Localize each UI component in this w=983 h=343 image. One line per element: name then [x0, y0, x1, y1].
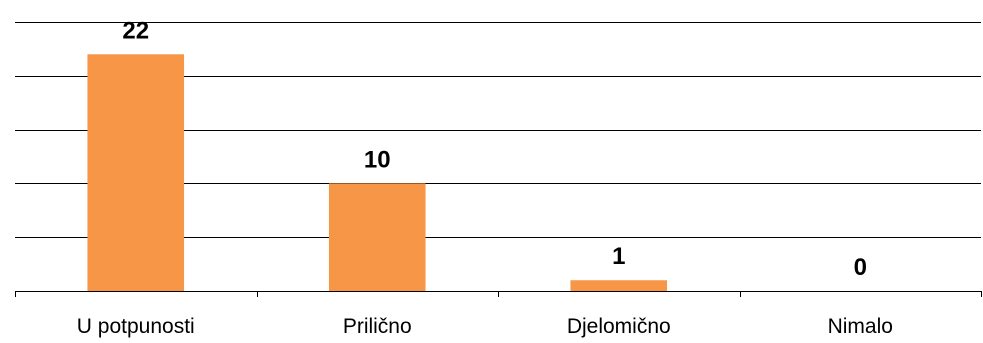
x-axis [15, 291, 982, 297]
data-label: 1 [612, 243, 625, 270]
data-label: 10 [364, 146, 391, 173]
bar-djelomično [570, 280, 668, 291]
data-label: 22 [122, 17, 149, 44]
category-labels: U potpunosti Prilično Djelomično Nimalo [77, 315, 893, 338]
category-label: Djelomično [567, 315, 671, 338]
data-label: 0 [854, 254, 867, 281]
bars [87, 54, 668, 291]
category-label: Prilično [343, 315, 412, 338]
category-label: U potpunosti [77, 315, 195, 338]
category-label: Nimalo [828, 315, 893, 338]
bar-u-potpunosti [87, 54, 185, 291]
bar-prilično [328, 183, 426, 291]
